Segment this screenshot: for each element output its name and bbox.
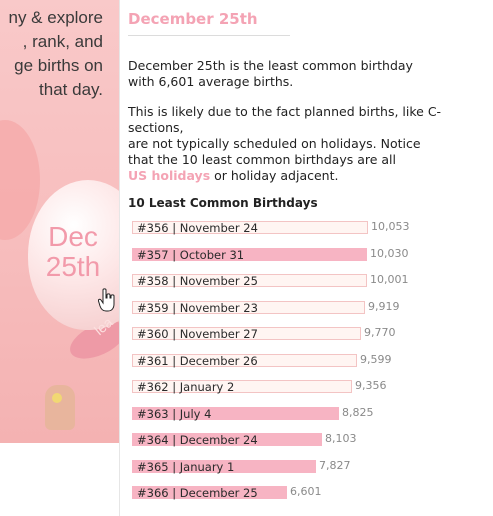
bar-value-label: 6,601 [290,485,322,498]
bar-value-label: 10,053 [371,220,410,233]
explanation-line: are not typically scheduled on holidays.… [128,136,421,151]
hero-text-line: that day. [39,80,103,99]
explanation-paragraph: This is likely due to the fact planned b… [128,104,490,184]
bar-value-label: 8,825 [342,405,374,419]
bar-label: #356 | November 24 [137,221,258,235]
bar: #365 | January 1 [132,459,316,474]
title-divider [128,35,290,36]
bar-label: #366 | December 25 [137,486,258,500]
bar-row[interactable]: #363 | July 4 8,825 [132,405,399,421]
bar-label: #363 | July 4 [137,406,212,421]
chart-title: 10 Least Common Birthdays [128,196,318,210]
bar-row[interactable]: #359 | November 23 9,919 [132,299,425,315]
bar-value-label: 10,001 [370,273,409,286]
bar-row[interactable]: #362 | January 2 9,356 [132,379,412,394]
bar-row[interactable]: #357 | October 31 10,030 [132,246,427,262]
summary-paragraph: December 25th is the least common birthd… [128,58,490,90]
hero-text-line: ge births on [14,56,103,75]
bar-label: #361 | December 26 [137,353,258,368]
bar: #364 | December 24 [132,433,322,447]
bar-row[interactable]: #361 | December 26 9,599 [132,352,417,368]
explanation-line: that the 10 least common birthdays are a… [128,152,396,167]
bar: #366 | December 25 [132,486,287,500]
bar-label: #359 | November 23 [137,300,258,315]
bar-label: #360 | November 27 [137,327,258,341]
bar-row[interactable]: #365 | January 1 7,827 [132,458,376,474]
balloon-label-line1: Dec [48,221,98,252]
explanation-line: This is likely due to the fact planned b… [128,104,442,135]
bar: #356 | November 24 [132,221,368,235]
bar-row[interactable]: #360 | November 27 9,770 [132,326,421,341]
bar-label: #365 | January 1 [137,459,235,474]
explanation-tail: or holiday adjacent. [210,168,339,183]
bar: #358 | November 25 [132,274,367,288]
bar-label: #362 | January 2 [137,380,235,394]
birthday-tooltip: December 25th December 25th is the least… [119,0,493,516]
bar: #357 | October 31 [132,247,367,262]
bar-row[interactable]: #358 | November 25 10,001 [132,273,427,288]
us-holidays-link[interactable]: US holidays [128,168,211,183]
bar: #359 | November 23 [132,300,365,315]
hand-cursor-icon [98,288,115,312]
bar-row[interactable]: #364 | December 24 8,103 [132,432,382,447]
bar-label: #358 | November 25 [137,274,258,288]
nail-image [52,393,62,403]
summary-line: with 6,601 average births. [128,74,294,89]
bar-row[interactable]: #356 | November 24 10,053 [132,220,428,235]
bar: #360 | November 27 [132,327,361,341]
hero-text-line: ny & explore [8,8,104,27]
bar-value-label: 9,599 [360,352,392,366]
bar-value-label: 9,356 [355,379,387,392]
balloon-label-line2: 25th [45,251,101,282]
bar: #363 | July 4 [132,406,339,421]
explanation-line-last: US holidays or holiday adjacent. [128,168,490,184]
balloon-label: Dec 25th [36,222,110,282]
bar: #361 | December 26 [132,353,357,368]
hand-image [45,385,75,430]
hero-text-line: , rank, and [22,32,103,51]
bar-value-label: 8,103 [325,432,357,445]
bar-label: #364 | December 24 [137,433,258,447]
bar-value-label: 9,770 [364,326,396,339]
bar-value-label: 7,827 [319,458,351,472]
bar-value-label: 10,030 [370,246,409,260]
bar-row[interactable]: #366 | December 25 6,601 [132,485,347,500]
bar: #362 | January 2 [132,380,352,394]
summary-line: December 25th is the least common birthd… [128,58,413,73]
bar-label: #357 | October 31 [137,247,245,262]
bar-value-label: 9,919 [368,299,400,313]
tooltip-title: December 25th [128,10,258,28]
